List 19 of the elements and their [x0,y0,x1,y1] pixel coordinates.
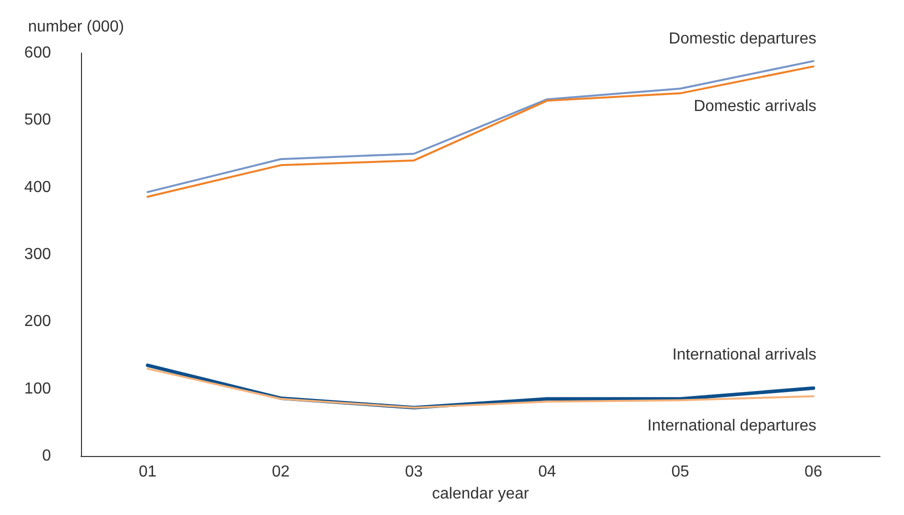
x-axis-title: calendar year [432,486,530,502]
y-axis-title: number (000) [28,18,124,36]
x-tick-label: 02 [272,464,290,480]
series-label: International arrivals [672,346,816,364]
y-tick-label: 0 [42,448,52,464]
series-label: International departures [647,418,816,435]
series-label: Domestic arrivals [694,98,816,115]
x-tick-label: 01 [138,464,157,480]
x-tick-label: 05 [671,464,690,480]
y-tick-label: 300 [24,246,52,263]
x-tick-label: 03 [405,464,423,480]
y-tick-label: 400 [24,178,52,196]
y-tick-label: 500 [24,112,52,129]
y-tick-label: 200 [24,313,52,330]
x-tick-label: 06 [804,464,822,480]
series-label: Domestic departures [668,30,816,48]
x-tick-label: 04 [538,464,556,480]
y-tick-label: 100 [24,380,52,398]
y-tick-label: 600 [24,44,52,62]
